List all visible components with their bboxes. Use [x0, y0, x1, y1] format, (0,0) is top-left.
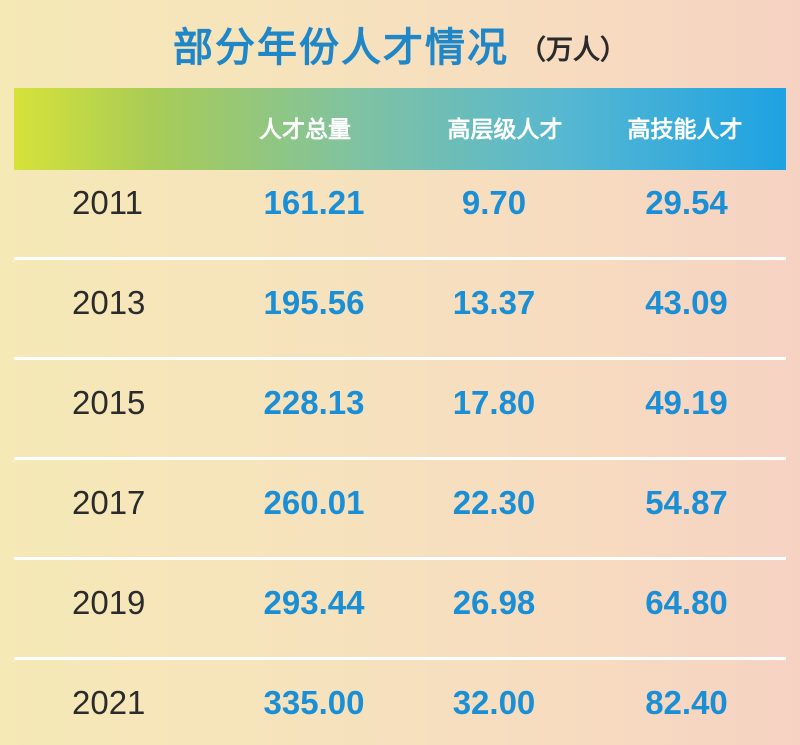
value-high-level-talent: 13.37	[452, 284, 536, 321]
title-row: 部分年份人才情况 （万人）	[0, 0, 800, 88]
value-total-talent: 228.13	[263, 384, 365, 421]
value-high-skill-talent: 43.09	[645, 284, 728, 321]
table-row: 2011 161.21 9.70 29.54	[14, 160, 786, 260]
table-row: 2015 228.13 17.80 49.19	[14, 360, 786, 460]
table-row: 2021 335.00 32.00 82.40	[14, 660, 786, 745]
value-total-talent: 195.56	[263, 284, 365, 321]
row-year-label: 2021	[72, 684, 146, 721]
row-divider	[14, 257, 786, 260]
row-year-label: 2011	[72, 184, 143, 221]
row-divider	[14, 657, 786, 660]
value-high-level-talent: 22.30	[452, 484, 536, 521]
value-high-level-talent: 32.00	[452, 684, 536, 721]
header-band	[14, 88, 786, 170]
row-year-label: 2013	[72, 284, 146, 321]
column-header-high-level-talent: 高层级人才	[447, 117, 563, 143]
table-row: 2019 293.44 26.98 64.80	[14, 560, 786, 660]
value-high-level-talent: 9.70	[461, 184, 527, 221]
value-high-skill-talent: 64.80	[645, 584, 728, 621]
value-high-level-talent: 17.80	[452, 384, 536, 421]
row-divider	[14, 357, 786, 360]
row-year-label: 2017	[72, 484, 146, 521]
value-high-skill-talent: 49.19	[645, 384, 728, 421]
column-header-total-talent: 人才总量	[259, 117, 351, 143]
chart-title: 部分年份人才情况	[173, 25, 509, 71]
row-divider	[14, 457, 786, 460]
value-total-talent: 260.01	[263, 484, 365, 521]
row-year-label: 2015	[72, 384, 146, 421]
value-total-talent: 335.00	[263, 684, 365, 721]
chart-subtitle-unit: （万人）	[519, 34, 627, 66]
column-header-high-skill-talent: 高技能人才	[627, 117, 743, 143]
row-divider	[14, 557, 786, 560]
value-high-skill-talent: 54.87	[645, 484, 728, 521]
value-high-skill-talent: 29.54	[645, 184, 728, 221]
value-high-skill-talent: 82.40	[645, 684, 728, 721]
value-total-talent: 161.21	[263, 184, 365, 221]
table-row: 2017 260.01 22.30 54.87	[14, 460, 786, 560]
row-year-label: 2019	[72, 584, 146, 621]
value-high-level-talent: 26.98	[452, 584, 536, 621]
table-row: 2013 195.56 13.37 43.09	[14, 260, 786, 360]
value-total-talent: 293.44	[263, 584, 365, 621]
